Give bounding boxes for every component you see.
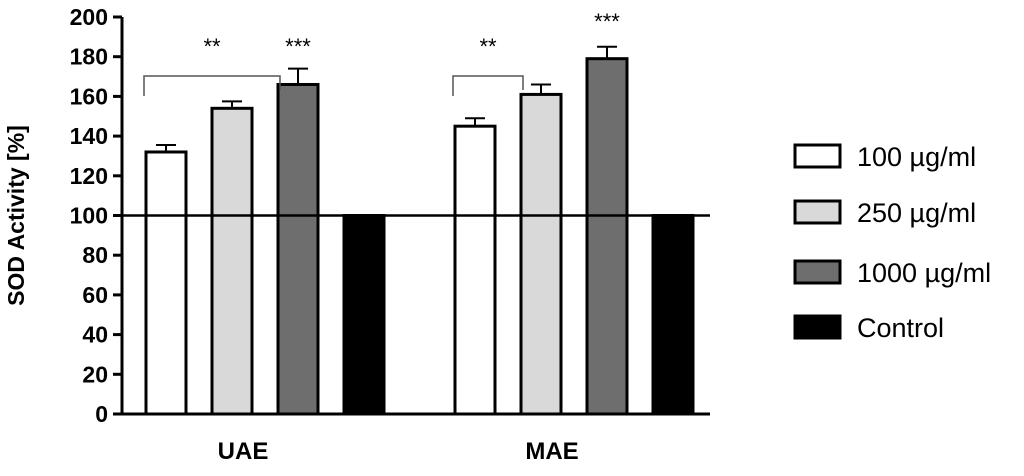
legend-label: 100 µg/ml xyxy=(857,142,976,172)
bar-uae-3 xyxy=(342,214,386,416)
y-tick-label: 120 xyxy=(70,163,108,189)
significance-label: *** xyxy=(594,9,620,34)
y-tick-label: 160 xyxy=(70,83,108,109)
bar-mae-0 xyxy=(453,124,497,416)
legend-label: Control xyxy=(857,313,944,343)
y-tick-label: 0 xyxy=(95,401,108,427)
significance-bracket xyxy=(452,75,524,96)
legend-swatch xyxy=(793,259,842,285)
y-axis-title: SOD Activity [%] xyxy=(3,125,29,306)
significance-bracket xyxy=(143,75,281,96)
legend-swatch xyxy=(793,143,842,169)
legend-swatch xyxy=(793,314,842,340)
bar-uae-0 xyxy=(144,150,188,416)
legend-label: 250 µg/ml xyxy=(857,198,976,228)
bar-uae-1 xyxy=(210,106,254,416)
legend-swatch xyxy=(793,199,842,225)
y-tick-label: 140 xyxy=(70,123,108,149)
y-tick-label: 40 xyxy=(82,322,108,348)
x-category-label: MAE xyxy=(525,438,578,465)
y-tick-label: 60 xyxy=(82,282,108,308)
overlay-layer: ** *** ***** xyxy=(122,9,710,217)
significance-label: ** xyxy=(203,34,221,59)
significance-label: ** xyxy=(479,34,497,59)
y-tick-label: 80 xyxy=(82,242,108,268)
bar-mae-3 xyxy=(651,214,695,416)
bar-uae-2 xyxy=(276,82,320,416)
bar-mae-1 xyxy=(519,92,563,416)
legend: 100 µg/ml 250 µg/ml 1000 µg/ml Control xyxy=(793,142,991,343)
y-tick-label: 180 xyxy=(70,44,108,70)
legend-label: 1000 µg/ml xyxy=(857,258,991,288)
axes-layer: 0 20 40 60 80 100 120 140 160 180 200 SOD Activity … xyxy=(3,4,710,465)
x-category-label: UAE xyxy=(218,438,269,465)
bar-mae-2 xyxy=(585,57,629,416)
significance-label: *** xyxy=(285,34,311,59)
y-tick-label: 200 xyxy=(70,4,108,30)
y-tick-label: 20 xyxy=(82,361,108,387)
bars-layer xyxy=(144,45,695,416)
y-tick-label: 100 xyxy=(70,203,108,229)
